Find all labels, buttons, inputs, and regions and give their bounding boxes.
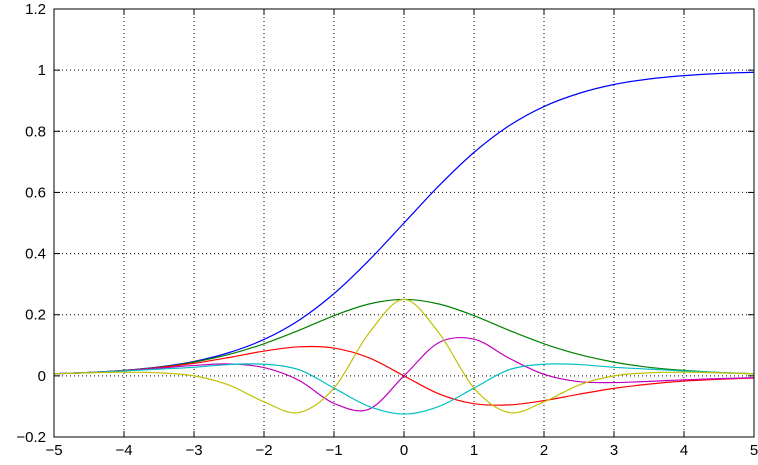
x-tick-label: 1 bbox=[470, 442, 478, 459]
x-tick-label: 4 bbox=[680, 442, 688, 459]
x-tick-labels: −5 −4 −3 −2 −1 0 1 2 3 4 5 bbox=[45, 442, 758, 459]
x-tick-label: 5 bbox=[750, 442, 758, 459]
x-tick-label: −4 bbox=[115, 442, 132, 459]
y-tick-label: 0.8 bbox=[25, 123, 46, 140]
series-line-4 bbox=[53, 336, 755, 412]
x-tick-label: −1 bbox=[325, 442, 342, 459]
series-lines bbox=[53, 71, 755, 415]
x-tick-label: 0 bbox=[400, 442, 408, 459]
y-tick-label: 0 bbox=[38, 368, 46, 385]
x-tick-label: −2 bbox=[255, 442, 272, 459]
x-tick-label: −3 bbox=[185, 442, 202, 459]
x-tick-label: −5 bbox=[45, 442, 62, 459]
x-tick-label: 2 bbox=[540, 442, 548, 459]
y-tick-labels: −0.2 0 0.2 0.4 0.6 0.8 1 1.2 bbox=[16, 1, 46, 446]
x-tick-label: 3 bbox=[610, 442, 618, 459]
y-tick-label: −0.2 bbox=[16, 429, 46, 446]
y-tick-label: 0.6 bbox=[25, 184, 46, 201]
y-tick-label: 0.2 bbox=[25, 307, 46, 324]
tick-marks bbox=[53, 8, 755, 438]
grid bbox=[54, 9, 754, 437]
y-tick-label: 1 bbox=[38, 62, 46, 79]
y-tick-label: 1.2 bbox=[25, 1, 46, 18]
series-line-5 bbox=[53, 363, 755, 415]
y-tick-label: 0.4 bbox=[25, 246, 46, 263]
series-line-6 bbox=[53, 298, 755, 414]
